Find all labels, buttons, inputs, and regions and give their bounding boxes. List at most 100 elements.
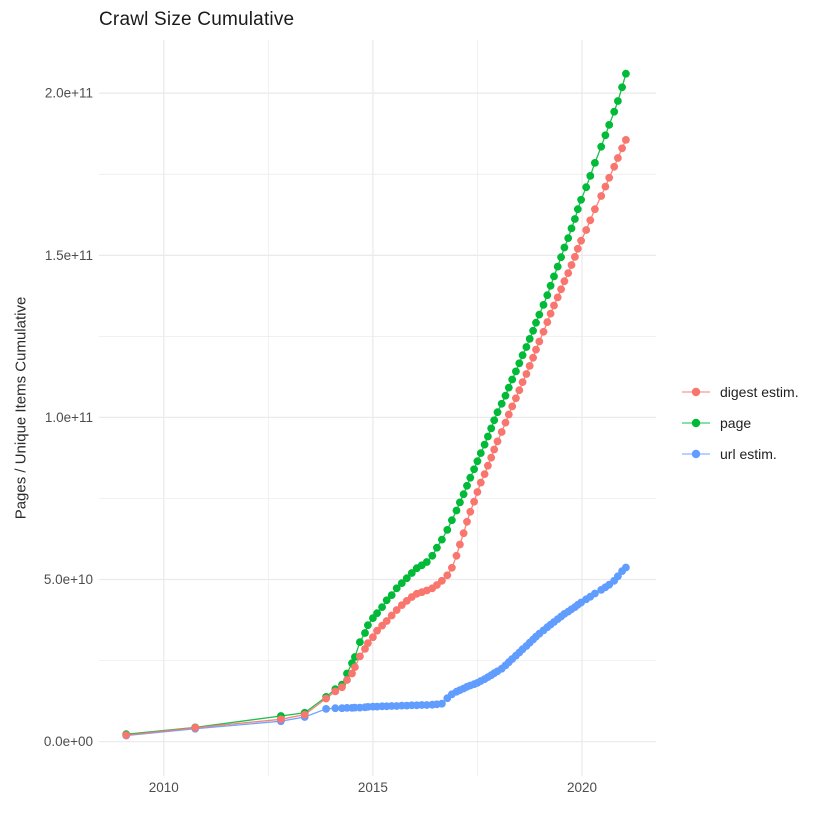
data-point bbox=[550, 272, 558, 281]
y-axis-title: Pages / Unique Items Cumulative bbox=[12, 296, 30, 520]
series-line bbox=[126, 139, 627, 736]
data-point bbox=[428, 551, 437, 560]
data-point bbox=[573, 244, 582, 253]
data-point bbox=[571, 215, 579, 223]
data-point bbox=[550, 301, 558, 310]
data-point bbox=[605, 121, 614, 129]
legend-key-icon bbox=[682, 387, 710, 397]
data-point bbox=[597, 192, 606, 200]
data-point bbox=[438, 535, 446, 544]
data-point bbox=[522, 370, 531, 378]
data-point bbox=[476, 478, 485, 487]
data-point bbox=[484, 461, 492, 470]
legend-key-icon bbox=[682, 418, 710, 428]
data-point bbox=[553, 262, 562, 271]
data-point bbox=[364, 621, 372, 630]
data-point bbox=[546, 309, 555, 318]
data-point bbox=[532, 345, 540, 354]
data-point bbox=[356, 652, 364, 661]
data-point bbox=[378, 603, 386, 611]
data-point bbox=[586, 172, 595, 180]
data-point bbox=[610, 107, 619, 116]
data-point bbox=[582, 183, 591, 192]
data-point bbox=[614, 97, 622, 105]
y-tick-label: 0.0e+00 bbox=[44, 734, 93, 749]
data-point bbox=[490, 416, 499, 425]
axis-tick-labels: 2010 2015 2020 0.0e+00 5.0e+10 1.0e+11 1.5e+11… bbox=[44, 86, 597, 795]
legend-key-icon bbox=[682, 449, 710, 459]
data-point bbox=[331, 687, 340, 696]
x-tick-label: 2010 bbox=[149, 780, 179, 795]
data-point bbox=[480, 440, 489, 449]
data-point bbox=[392, 584, 401, 593]
data-point bbox=[397, 579, 406, 587]
data-point bbox=[567, 261, 576, 269]
data-point bbox=[348, 669, 356, 678]
data-point bbox=[338, 683, 346, 692]
data-point bbox=[122, 731, 131, 739]
data-point bbox=[508, 375, 517, 384]
data-point bbox=[591, 205, 599, 214]
data-point bbox=[466, 473, 475, 482]
data-point bbox=[553, 293, 562, 302]
data-point bbox=[191, 723, 200, 732]
data-point bbox=[373, 609, 381, 618]
data-point bbox=[567, 224, 576, 233]
data-point bbox=[597, 142, 606, 151]
data-point bbox=[504, 410, 513, 419]
data-point bbox=[610, 162, 619, 171]
data-point bbox=[497, 428, 506, 436]
data-point bbox=[601, 182, 610, 191]
series-url-estim- bbox=[122, 563, 630, 740]
data-point bbox=[614, 572, 622, 581]
data-point bbox=[361, 629, 369, 637]
data-point bbox=[331, 704, 340, 713]
data-point bbox=[529, 353, 537, 362]
data-point bbox=[456, 540, 464, 549]
data-point bbox=[525, 335, 534, 343]
series-page bbox=[122, 69, 630, 739]
data-point bbox=[361, 645, 369, 653]
data-point bbox=[591, 159, 599, 167]
data-point bbox=[443, 526, 452, 534]
data-point bbox=[535, 310, 544, 319]
data-point bbox=[438, 699, 446, 708]
data-point bbox=[382, 596, 391, 605]
legend-item-digest-estim-: digest estim. bbox=[680, 381, 825, 403]
legend-item-page: page bbox=[680, 412, 825, 434]
data-point bbox=[443, 571, 452, 580]
data-point bbox=[438, 576, 446, 585]
data-point bbox=[476, 449, 485, 457]
data-point bbox=[490, 445, 499, 454]
data-point bbox=[382, 617, 391, 625]
data-point bbox=[622, 136, 630, 144]
y-tick-label: 1.5e+11 bbox=[45, 248, 93, 263]
data-point bbox=[343, 676, 351, 684]
legend-item-url-estim-: url estim. bbox=[680, 443, 825, 465]
data-point bbox=[522, 343, 531, 351]
data-point bbox=[560, 243, 569, 252]
data-point bbox=[484, 432, 492, 441]
x-tick-label: 2020 bbox=[567, 780, 597, 795]
data-point bbox=[560, 277, 569, 286]
data-point bbox=[497, 399, 506, 408]
data-point bbox=[463, 517, 471, 526]
data-point bbox=[501, 418, 510, 427]
data-point bbox=[480, 470, 489, 478]
data-point bbox=[518, 378, 527, 386]
data-point bbox=[473, 488, 482, 496]
data-point bbox=[422, 701, 431, 709]
data-point bbox=[622, 69, 630, 78]
y-tick-label: 2.0e+11 bbox=[45, 86, 93, 101]
data-point bbox=[456, 498, 464, 507]
data-point bbox=[452, 506, 461, 515]
data-point bbox=[539, 301, 548, 309]
y-tick-label: 5.0e+10 bbox=[44, 572, 93, 587]
data-point bbox=[564, 234, 573, 243]
data-point bbox=[535, 337, 544, 346]
data-point bbox=[518, 351, 527, 360]
data-point bbox=[622, 563, 630, 572]
data-point bbox=[322, 694, 330, 703]
data-point bbox=[487, 424, 496, 433]
